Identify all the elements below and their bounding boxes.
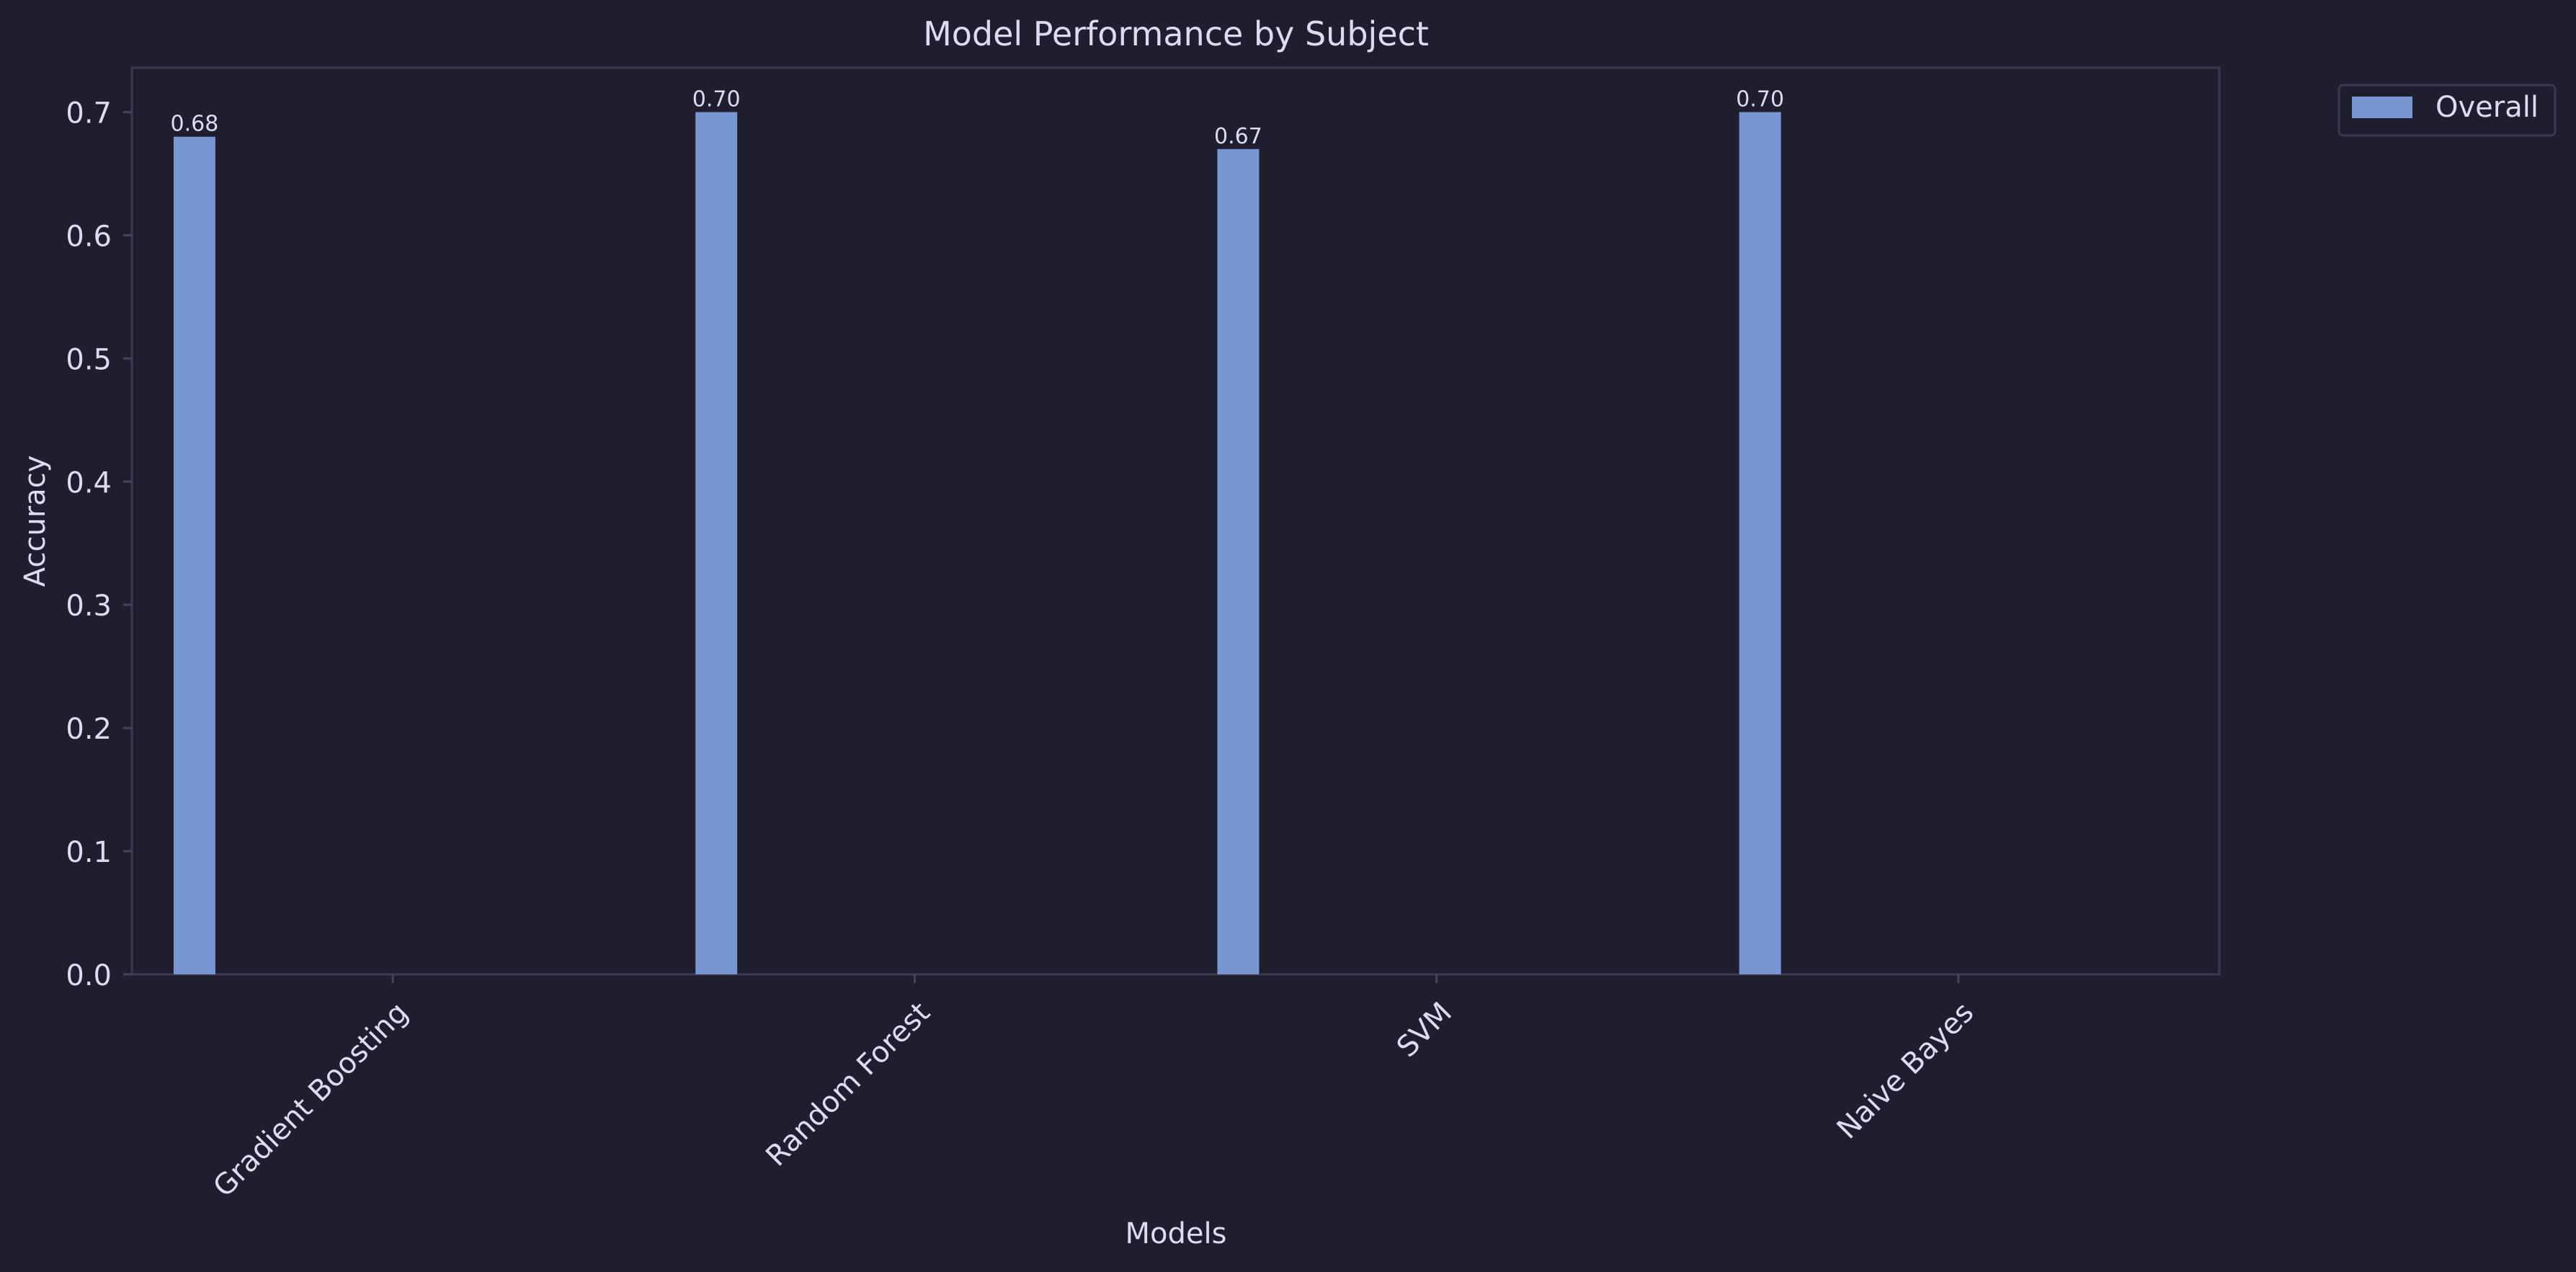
chart-title: Model Performance by Subject [923,14,1429,53]
y-axis: 0.0 0.1 0.2 0.3 0.4 0.5 0.6 0.7 [66,97,132,992]
bar [1217,148,1260,974]
y-tick-label: 0.7 [66,97,112,130]
y-tick-label: 0.4 [66,466,112,499]
legend: Overall [2337,84,2557,137]
bar-value-labels: 0.68 0.70 0.67 0.70 [171,87,1785,149]
bar [173,136,215,974]
bar-value-label: 0.70 [1736,87,1784,112]
bar [695,112,738,975]
bar-series-overall [173,112,1781,975]
y-tick-label: 0.0 [66,959,112,992]
plot-area-frame [130,66,2221,976]
legend-swatch-overall [2352,97,2412,118]
y-tick-label: 0.5 [66,343,112,376]
y-tick-label: 0.3 [66,590,112,623]
y-tick-label: 0.6 [66,220,112,253]
bar-value-label: 0.68 [171,112,219,137]
y-tick-label: 0.1 [66,836,112,869]
x-axis-label: Models [1126,1217,1227,1250]
y-axis-label: Accuracy [19,455,52,587]
legend-label-overall: Overall [2435,91,2539,124]
bar-value-label: 0.70 [692,87,741,112]
bar-value-label: 0.67 [1214,124,1262,149]
bar [1739,112,1781,975]
y-tick-label: 0.2 [66,713,112,746]
